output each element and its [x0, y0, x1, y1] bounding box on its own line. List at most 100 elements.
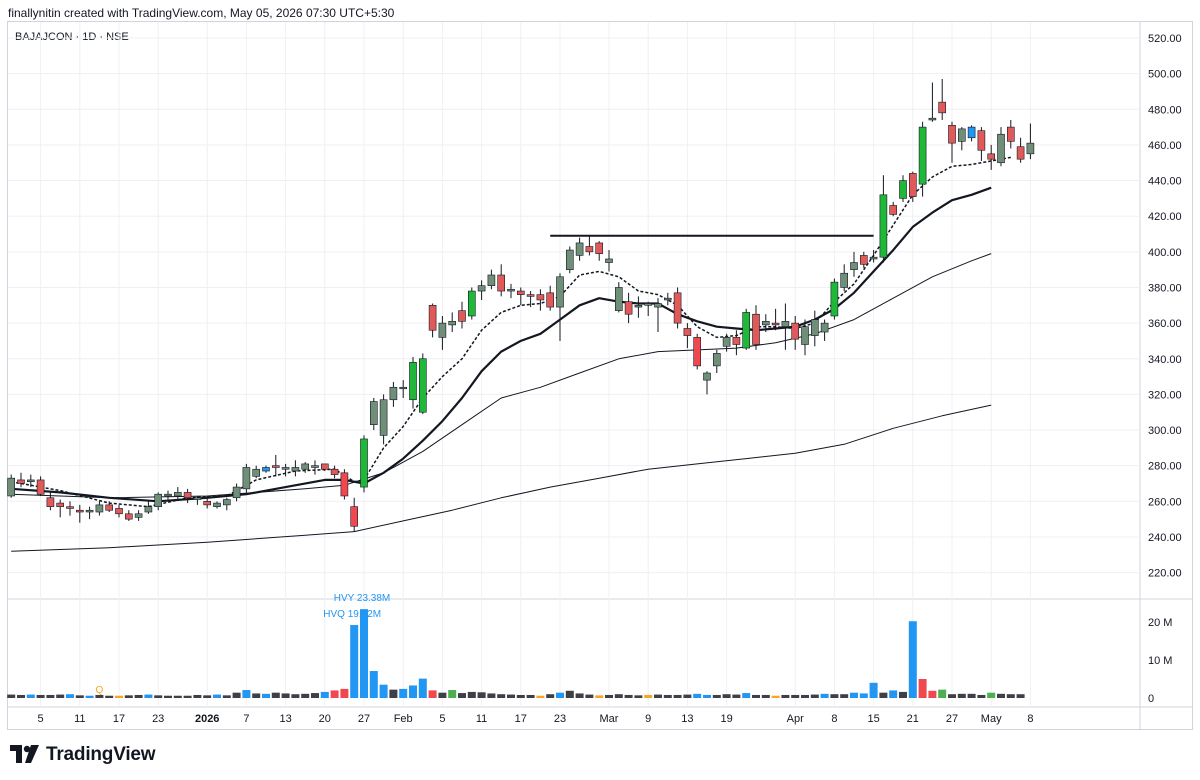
- candle: [605, 250, 613, 272]
- volume-bar: [85, 695, 94, 698]
- candle-body: [438, 322, 447, 338]
- candle-body: [938, 101, 947, 114]
- volume-bar: [732, 694, 741, 698]
- volume-bar: [291, 694, 300, 698]
- candle: [850, 251, 858, 277]
- candle-body: [957, 128, 966, 142]
- volume-bar: [703, 694, 711, 698]
- candle-body: [830, 281, 839, 317]
- candle-body: [546, 292, 555, 308]
- price-tick-label: 460.00: [1148, 140, 1182, 152]
- candle: [1016, 137, 1025, 163]
- candle: [634, 296, 643, 318]
- candle-body: [467, 290, 476, 317]
- candle-body: [281, 467, 290, 470]
- time-tick-label: 23: [554, 713, 566, 725]
- candle-body: [948, 125, 956, 144]
- candle: [546, 285, 555, 311]
- sma-long-line: [11, 404, 992, 552]
- candle-body: [850, 262, 858, 270]
- volume-bar: [154, 695, 163, 698]
- candle: [66, 501, 74, 516]
- candle-body: [869, 256, 878, 260]
- candle-body: [997, 133, 1005, 164]
- candle-body: [889, 205, 898, 215]
- candle: [203, 495, 211, 509]
- volume-bar: [222, 695, 231, 698]
- candle-body: [183, 492, 192, 499]
- candle: [722, 333, 731, 352]
- volume-bar: [997, 693, 1005, 698]
- candle: [291, 460, 300, 477]
- candle-body: [497, 274, 506, 292]
- candle-body: [291, 467, 300, 472]
- volume-bar: [271, 692, 280, 698]
- candle-body: [703, 372, 711, 381]
- volume-bar: [467, 691, 476, 698]
- volume-bar: [869, 682, 878, 698]
- candle: [467, 287, 476, 320]
- candle-body: [908, 173, 917, 197]
- time-tick-label: 27: [946, 713, 958, 725]
- volume-bar: [340, 688, 349, 698]
- candle: [105, 501, 113, 513]
- symbol-label: BAJAJCON · 1D · NSE: [15, 31, 129, 43]
- candle-body: [575, 242, 584, 256]
- candle: [193, 495, 202, 505]
- candle: [869, 250, 878, 263]
- candle: [85, 506, 94, 520]
- volume-bar: [164, 695, 172, 698]
- candle-body: [840, 272, 849, 288]
- price-tick-label: 300.00: [1148, 425, 1182, 437]
- candle: [438, 315, 447, 350]
- candle: [614, 282, 623, 313]
- candle-body: [311, 465, 319, 468]
- candle-body: [722, 337, 731, 347]
- candle: [987, 144, 996, 170]
- volume-bar: [438, 692, 447, 698]
- candle-body: [271, 465, 280, 468]
- candle: [360, 435, 368, 493]
- volume-bar: [350, 625, 359, 698]
- candle-body: [85, 509, 94, 513]
- tradingview-logo-icon: [10, 745, 40, 765]
- candle: [301, 462, 310, 473]
- volume-bar: [957, 693, 966, 698]
- candle-body: [585, 246, 594, 253]
- candle: [791, 315, 800, 350]
- candle-body: [232, 486, 241, 499]
- candle: [458, 301, 466, 329]
- volume-bar: [575, 693, 584, 698]
- candle-body: [712, 353, 721, 367]
- candle-body: [36, 479, 45, 495]
- candle-body: [771, 322, 780, 326]
- candle-body: [761, 321, 770, 326]
- candle: [56, 499, 65, 518]
- volume-bars: [7, 609, 1025, 698]
- time-tick-label: 23: [152, 713, 164, 725]
- candle: [908, 171, 917, 202]
- volume-bar: [634, 695, 643, 698]
- time-tick-label: 8: [1027, 713, 1033, 725]
- candle-body: [46, 497, 55, 507]
- candle: [977, 127, 986, 161]
- candle-body: [967, 126, 976, 139]
- candle-body: [262, 467, 270, 472]
- volume-bar: [7, 694, 16, 698]
- candle: [889, 201, 898, 217]
- candle-body: [487, 274, 496, 286]
- candle: [320, 463, 329, 472]
- candle: [703, 371, 711, 395]
- volume-bar: [830, 694, 839, 698]
- candle: [624, 292, 633, 324]
- candle-body: [516, 290, 525, 295]
- candle: [223, 497, 231, 511]
- candle: [859, 251, 868, 268]
- chart-frame: [7, 21, 1193, 730]
- candle: [164, 490, 172, 500]
- candle: [565, 246, 574, 274]
- candle-body: [693, 337, 702, 367]
- volume-bar: [565, 690, 574, 698]
- candle-body: [507, 288, 515, 292]
